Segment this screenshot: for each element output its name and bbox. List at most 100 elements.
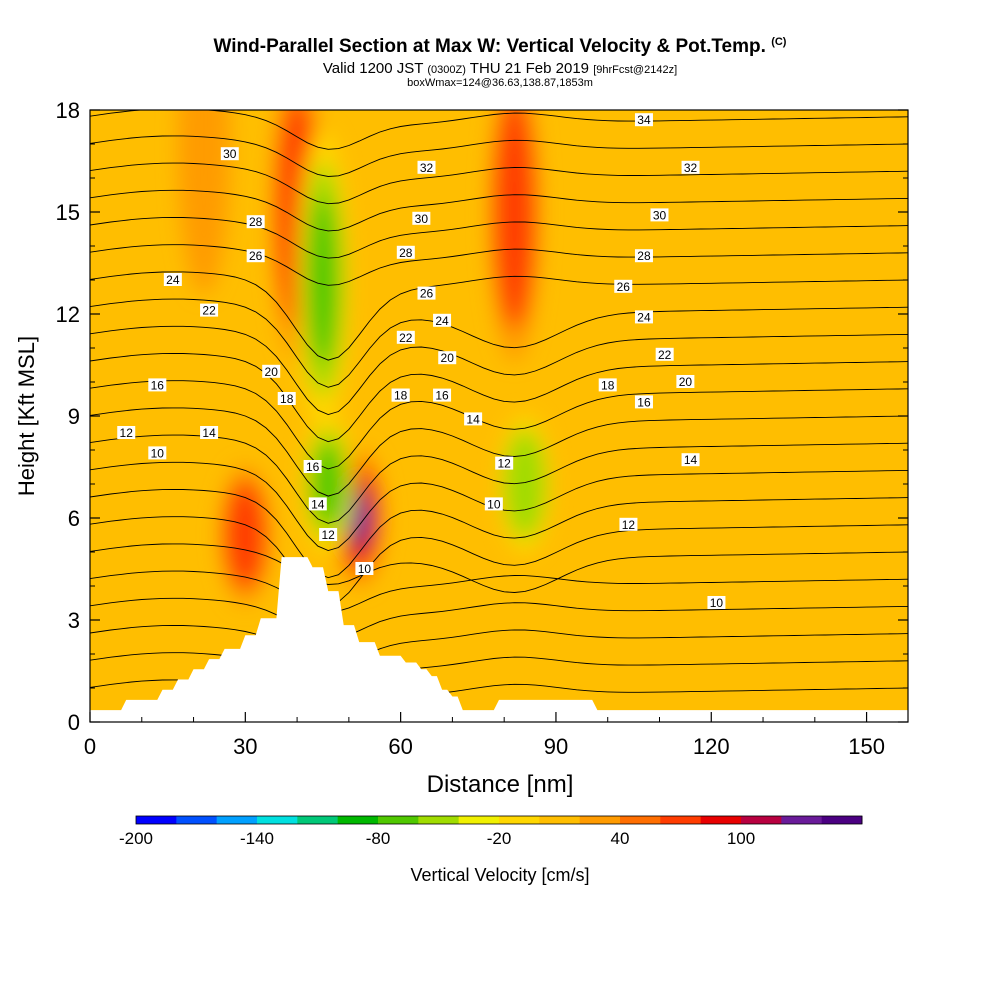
- colorbar-swatch: [579, 816, 621, 824]
- y-tick-label: 18: [56, 98, 80, 123]
- velocity-cell-2: [350, 494, 369, 542]
- velocity-field: [90, 110, 908, 722]
- contour-label: 28: [634, 249, 653, 263]
- contour-label-box: [417, 160, 436, 174]
- contour-label: 10: [355, 562, 374, 576]
- contour-label: 12: [319, 528, 338, 542]
- colorbar-tick-label: -80: [366, 829, 391, 848]
- contour-label-text: 24: [166, 273, 180, 287]
- contour-label-box: [148, 446, 167, 460]
- contour-label: 20: [262, 364, 281, 379]
- contour-label: 10: [484, 497, 503, 511]
- contour-label-box: [681, 453, 700, 467]
- theta-contour-line: [90, 244, 908, 286]
- colorbar-tick-label: -20: [487, 829, 512, 848]
- contour-label-text: 24: [435, 314, 449, 328]
- colorbar-swatch: [660, 816, 702, 824]
- contour-label-box: [433, 388, 452, 402]
- contour-label: 16: [303, 460, 322, 474]
- contour-label-text: 14: [202, 426, 216, 440]
- contour-label: 14: [681, 453, 700, 467]
- axes: 0 30 60 90 120 150 0 3 6 9 12 15 18: [56, 98, 908, 759]
- theta-contour-line: [90, 516, 908, 606]
- theta-contour-line: [90, 325, 908, 415]
- contour-label-text: 18: [601, 378, 615, 392]
- x-tick-label: 120: [693, 734, 730, 759]
- theta-contour-line: [90, 407, 908, 497]
- y-tick-label: 15: [56, 200, 80, 225]
- colorbar-swatch: [781, 816, 823, 824]
- contour-label-box: [484, 497, 503, 511]
- contour-label-box: [396, 330, 415, 344]
- colorbar-swatch: [741, 816, 782, 824]
- contour-label-text: 20: [265, 365, 279, 379]
- colorbar-tick-label: 40: [611, 829, 630, 848]
- contour-label-box: [262, 364, 281, 378]
- velocity-cell-1: [308, 196, 338, 364]
- contour-label: 26: [614, 279, 633, 294]
- contour-label: 12: [495, 456, 514, 471]
- field-blobs: [177, 110, 551, 605]
- contour-label: 20: [438, 351, 457, 365]
- contour-label: 22: [655, 347, 674, 362]
- contour-label-box: [308, 497, 327, 511]
- colorbar-swatch: [620, 816, 661, 824]
- colorbar-swatch: [418, 816, 460, 824]
- contour-label-text: 28: [399, 246, 413, 260]
- contour-label-box: [246, 215, 265, 229]
- contour-label: 28: [246, 215, 265, 229]
- contour-label: 12: [619, 517, 638, 532]
- theta-contour-line: [90, 271, 908, 361]
- contour-label-text: 22: [399, 331, 413, 345]
- contour-label-text: 10: [151, 446, 165, 460]
- contour-label-text: 16: [306, 460, 320, 474]
- contour-label: 20: [676, 375, 695, 389]
- theta-contour-line: [90, 162, 908, 205]
- contour-label-text: 16: [435, 389, 449, 403]
- colorbar-tick-label: 100: [727, 829, 755, 848]
- theta-contour-line: [90, 110, 908, 150]
- contour-label: 22: [396, 330, 415, 345]
- y-tick-label: 9: [68, 404, 80, 429]
- contour-label: 14: [200, 426, 219, 440]
- contour-label: 24: [634, 310, 653, 324]
- y-tick-label: 3: [68, 608, 80, 633]
- contour-label-text: 32: [420, 161, 434, 175]
- contour-label-box: [634, 249, 653, 263]
- contour-label: 16: [433, 388, 452, 403]
- title-mark: (C): [771, 36, 787, 48]
- contour-label-box: [391, 388, 410, 402]
- contour-label-text: 10: [487, 497, 501, 511]
- contour-label: 14: [464, 412, 483, 426]
- theta-contour-line: [90, 543, 908, 593]
- contour-label-box: [303, 460, 322, 473]
- contour-label-box: [355, 562, 374, 575]
- contour-label: 18: [598, 378, 617, 392]
- theta-contour-line: [90, 625, 908, 667]
- contour-label: 10: [707, 596, 726, 610]
- contour-label: 34: [634, 113, 653, 127]
- colorbar-swatch: [136, 816, 177, 824]
- theta-contour-line: [90, 189, 908, 232]
- colorbar-swatch: [499, 816, 540, 824]
- contour-label-box: [396, 245, 415, 259]
- contour-label-box: [319, 528, 338, 541]
- contour-label-text: 30: [653, 208, 667, 222]
- theta-contour-line: [90, 489, 908, 579]
- colorbar-swatch: [257, 816, 298, 824]
- contour-label: 32: [681, 160, 700, 175]
- contour-label-text: 10: [358, 562, 372, 576]
- contour-label-text: 18: [280, 392, 294, 406]
- colorbar-swatch: [821, 816, 863, 824]
- theta-contour-line: [90, 570, 908, 613]
- colorbar-swatch: [378, 816, 419, 824]
- chart-subtitle-2: boxWmax=124@36.63,138.87,1853m: [407, 77, 593, 89]
- contour-label-box: [148, 378, 167, 392]
- contour-label-box: [598, 378, 617, 392]
- contour-label-box: [614, 279, 633, 293]
- colorbar-swatch: [700, 816, 742, 824]
- contour-label-box: [200, 426, 219, 439]
- contour-label-text: 26: [249, 249, 263, 263]
- contour-label-box: [117, 426, 136, 439]
- x-tick-label: 0: [84, 734, 96, 759]
